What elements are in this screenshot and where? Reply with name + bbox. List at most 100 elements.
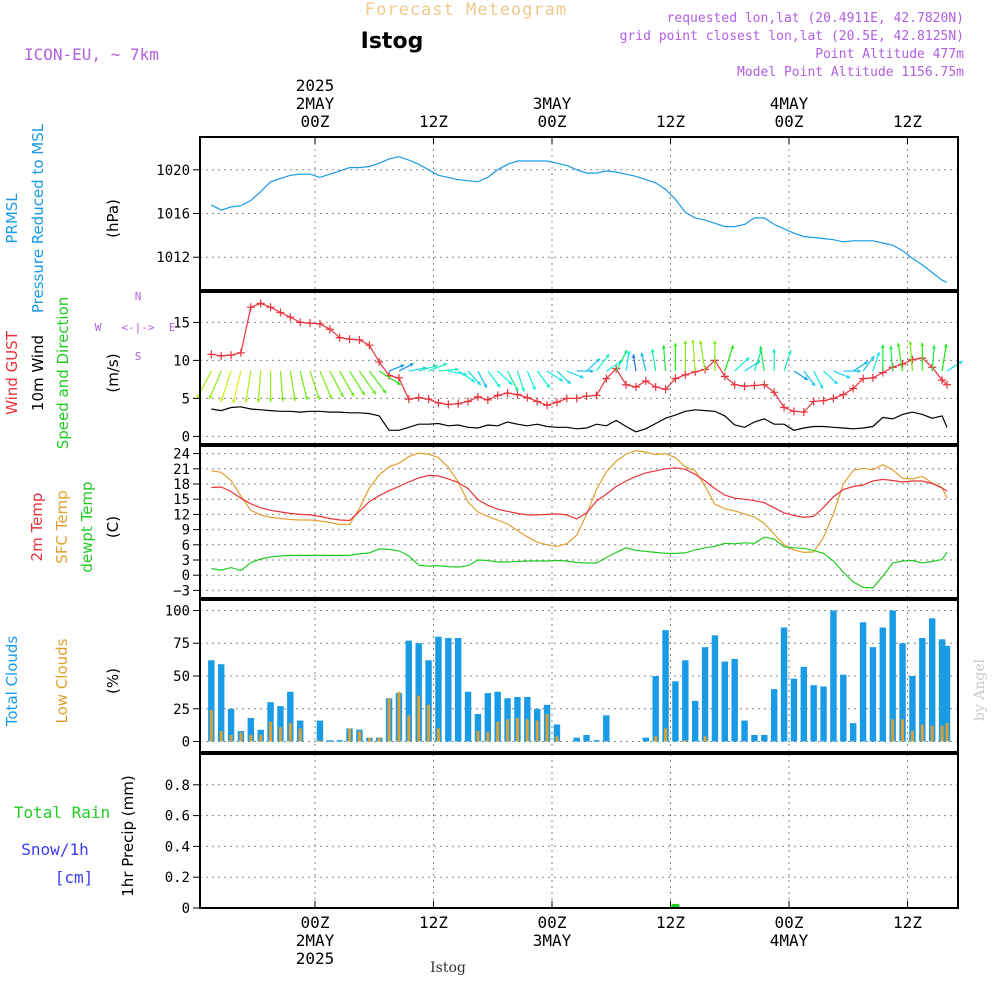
wind-arrow-head [232,399,236,404]
wind-arrow-head [920,342,925,347]
total-cloud-bar [938,639,946,742]
bottom-time-label: 12Z [893,913,922,932]
panel-frame [199,753,959,909]
total-cloud-bar [662,630,669,742]
wind-gust-marker [533,397,542,406]
wind-gust-marker [513,390,522,399]
wind-arrow-head [833,380,838,385]
pressure-line [211,156,948,283]
total-cloud-bar [445,638,452,742]
wind-gust-marker [943,380,951,389]
low-cloud-bar [555,736,559,742]
wind-arrow-head [316,395,321,400]
wind-gust-marker [799,408,808,417]
wind-direction-arrow [516,370,525,392]
y-tick-label: 15 [173,492,190,508]
total-cloud-bar [553,724,561,742]
top-time-label: 00Z [538,112,567,131]
wind-direction-arrow [232,370,242,404]
wind-direction-arrow [536,370,551,389]
wind-arrow-head [339,393,344,398]
wind-gust-line [211,302,948,413]
wind-gust-marker [661,385,670,394]
y-tick-label: 1012 [156,250,190,266]
panel-label: Speed and Direction [54,297,72,450]
wind-gust-marker [859,374,868,383]
wind-gust-marker [473,392,482,401]
wind-gust-marker [523,393,532,402]
low-cloud-bar [249,734,253,742]
wind-gust-marker [849,384,858,393]
wind-gust-marker [552,398,561,407]
low-cloud-bar [910,731,914,742]
y-tick-label: 0.8 [165,778,190,794]
wind-gust-marker [256,299,265,308]
panel-frame [199,599,959,753]
panel-label: 2m Temp [28,493,46,562]
wind-gust-marker [306,319,315,328]
total-cloud-bar [928,618,936,742]
bottom-time-label: 12Z [419,913,448,932]
wind-arrow-head [896,342,901,347]
wind-arrow-head [361,391,365,396]
wind-gust-marker [602,374,611,383]
total-cloud-bar [800,666,808,742]
total-cloud-bar [731,658,738,742]
wind-arrow-head [382,389,387,394]
total-cloud-bar [820,686,827,742]
wind-gust-marker [789,407,798,416]
wind-direction-arrow [349,370,366,396]
y-tick-label: 24 [173,447,190,463]
total-cloud-bar [524,696,531,742]
wind-arrow-head [605,354,610,359]
wind-gust-marker [296,318,305,327]
wind-gust-marker [434,398,443,407]
wind-gust-marker [780,403,789,412]
wind-gust-marker [365,341,374,350]
panel-label: [cm] [55,868,94,887]
wind-arrow-head [876,351,880,356]
total-cloud-bar [691,700,699,742]
top-time-label: 2MAY [296,94,335,113]
low-cloud-bar [506,719,510,742]
y-tick-label: 0.2 [165,870,190,886]
watermark: by Angel [972,658,988,721]
low-cloud-bar [318,740,322,742]
model-altitude: Model Point Altitude 1156.75m [737,65,964,80]
wind-gust-marker [592,391,601,400]
panel-label: 10m Wind [29,335,47,411]
wind-direction-arrow [208,370,222,400]
total-cloud-bar [415,643,422,742]
wind-arrow-head [396,381,401,385]
top-time-label: 12Z [893,112,922,131]
wind-gust-marker [355,335,364,344]
y-tick-label: 12 [173,507,190,523]
wind-arrow-head [409,363,414,367]
wind-gust-marker [493,391,502,400]
wind-direction-arrow [651,348,657,372]
panel-frame [199,291,959,445]
low-cloud-bar [525,719,529,742]
wind-arrow-head [372,390,376,395]
y-tick-label: 9 [182,523,190,539]
temp-2m-line [211,467,948,522]
wind-direction-arrow [692,339,696,372]
wind-arrow-head [908,341,913,345]
low-cloud-bar [703,736,707,742]
panel-label: PRMSL [3,193,21,244]
total-cloud-bar [277,706,284,742]
wind-gust-marker [770,388,779,397]
wind-arrow-head [683,340,688,345]
wind-direction-arrow [699,340,706,372]
total-cloud-bar [454,638,462,742]
y-tick-label: 100 [165,603,190,619]
total-cloud-bar [642,737,650,742]
y-tick-label: 18 [173,477,190,493]
wind-arrow-head [787,350,792,355]
total-cloud-bar [909,676,916,742]
low-cloud-bar [348,728,352,742]
total-cloud-bar [869,647,877,742]
point-altitude: Point Altitude 477m [815,47,964,62]
wind-direction-arrow [662,345,667,372]
compass-s: S [135,350,142,363]
